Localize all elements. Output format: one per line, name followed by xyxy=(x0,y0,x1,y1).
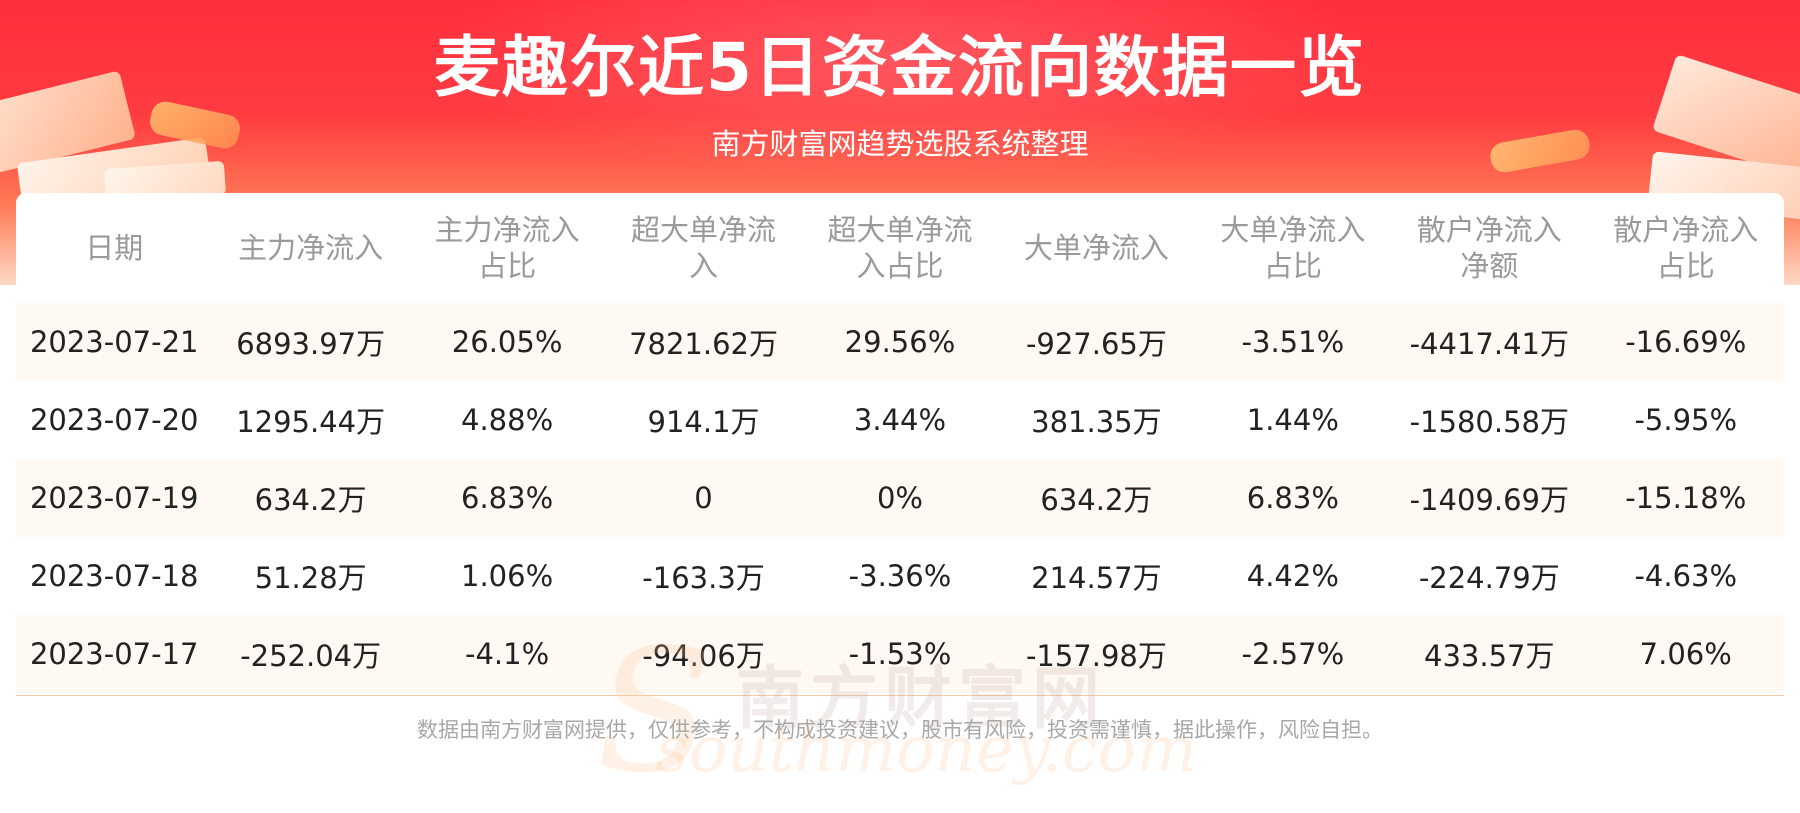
cell-main-net-inflow: 6893.97万 xyxy=(212,303,409,381)
cell-large-net-inflow-ratio: 1.44% xyxy=(1246,403,1339,437)
data-table-card: S 南方财富网 southmoney.com 日期 主力净流入 主力净流入 占比 … xyxy=(16,193,1784,811)
table-row: 2023-07-17 -252.04万 -4.1% -94.06万 -1.53%… xyxy=(16,615,1784,693)
cell-retail-net-inflow: -1580.58万 xyxy=(1409,405,1569,439)
cell-retail-net-inflow: 433.57万 xyxy=(1391,615,1588,693)
cell-date: 2023-07-20 xyxy=(29,403,199,437)
column-header: 日期 xyxy=(85,231,144,265)
cell-super-large-net-inflow: -94.06万 xyxy=(605,615,802,693)
cell-retail-net-inflow-ratio: -4.63% xyxy=(1634,559,1738,593)
cell-super-large-net-inflow: 914.1万 xyxy=(647,405,760,439)
column-header: 大单净流入 占比 xyxy=(1220,213,1366,283)
cell-main-net-inflow: 634.2万 xyxy=(212,459,409,537)
cell-main-net-inflow: 1295.44万 xyxy=(236,405,386,439)
cell-main-net-inflow: -252.04万 xyxy=(212,615,409,693)
cell-retail-net-inflow: -224.79万 xyxy=(1418,561,1560,595)
cell-main-net-inflow-ratio: 4.88% xyxy=(461,403,554,437)
cell-large-net-inflow: -157.98万 xyxy=(998,615,1195,693)
cell-super-large-net-inflow: -163.3万 xyxy=(642,561,765,595)
cell-date: 2023-07-21 xyxy=(16,303,213,381)
cell-large-net-inflow: 634.2万 xyxy=(998,459,1195,537)
cell-date: 2023-07-19 xyxy=(16,459,213,537)
cell-main-net-inflow: 51.28万 xyxy=(254,561,367,595)
cell-main-net-inflow-ratio: 26.05% xyxy=(408,303,606,381)
cell-date: 2023-07-18 xyxy=(29,559,199,593)
cell-retail-net-inflow: -4417.41万 xyxy=(1391,303,1588,381)
column-header: 主力净流入 占比 xyxy=(434,213,580,283)
cell-large-net-inflow-ratio: -2.57% xyxy=(1194,615,1392,693)
cell-super-large-net-inflow-ratio: -3.36% xyxy=(848,559,952,593)
cell-large-net-inflow-ratio: -3.51% xyxy=(1194,303,1392,381)
cell-super-large-net-inflow-ratio: 29.56% xyxy=(801,303,999,381)
column-header: 散户净流入 净额 xyxy=(1416,213,1562,283)
table-row: 2023-07-21 6893.97万 26.05% 7821.62万 29.5… xyxy=(16,303,1784,381)
column-header: 超大单净流入 xyxy=(631,213,777,283)
cell-main-net-inflow-ratio: -4.1% xyxy=(408,615,606,693)
cell-large-net-inflow-ratio: 4.42% xyxy=(1246,559,1339,593)
table-header-row: 日期 主力净流入 主力净流入 占比 超大单净流入 超大单净流 入占比 大单净流入 大… xyxy=(16,193,1784,303)
cell-large-net-inflow: 381.35万 xyxy=(1031,405,1162,439)
column-header: 散户净流入 占比 xyxy=(1613,213,1759,283)
cell-super-large-net-inflow-ratio: 3.44% xyxy=(853,403,947,437)
fund-flow-table: 日期 主力净流入 主力净流入 占比 超大单净流入 超大单净流 入占比 大单净流入 大… xyxy=(16,193,1784,693)
table-row: 2023-07-20 1295.44万 4.88% 914.1万 3.44% 3… xyxy=(16,381,1784,459)
cell-retail-net-inflow-ratio: 7.06% xyxy=(1587,615,1784,693)
cell-super-large-net-inflow-ratio: -1.53% xyxy=(801,615,999,693)
banner-glow xyxy=(420,0,1380,180)
page-subtitle: 南方财富网趋势选股系统整理 xyxy=(711,127,1089,161)
cell-retail-net-inflow-ratio: -15.18% xyxy=(1587,459,1784,537)
cell-super-large-net-inflow-ratio: 0% xyxy=(801,459,999,537)
cell-large-net-inflow: 214.57万 xyxy=(1031,561,1162,595)
column-header: 大单净流入 xyxy=(1023,231,1169,265)
cell-large-net-inflow-ratio: 6.83% xyxy=(1194,459,1392,537)
cell-super-large-net-inflow: 7821.62万 xyxy=(605,303,802,381)
cell-date: 2023-07-17 xyxy=(16,615,213,693)
cell-retail-net-inflow: -1409.69万 xyxy=(1391,459,1588,537)
column-header: 主力净流入 xyxy=(238,231,384,265)
cell-retail-net-inflow-ratio: -16.69% xyxy=(1587,303,1784,381)
table-row: 2023-07-19 634.2万 6.83% 0 0% 634.2万 6.83… xyxy=(16,459,1784,537)
cell-retail-net-inflow-ratio: -5.95% xyxy=(1634,403,1738,437)
table-row: 2023-07-18 51.28万 1.06% -163.3万 -3.36% 2… xyxy=(16,537,1784,615)
cell-main-net-inflow-ratio: 6.83% xyxy=(408,459,606,537)
cell-large-net-inflow: -927.65万 xyxy=(998,303,1195,381)
cell-main-net-inflow-ratio: 1.06% xyxy=(461,559,554,593)
cell-super-large-net-inflow: 0 xyxy=(605,459,802,537)
column-header: 超大单净流 入占比 xyxy=(827,213,973,283)
disclaimer: 数据由南方财富网提供，仅供参考，不构成投资建议，股市有风险，投资需谨慎，据此操作… xyxy=(417,718,1383,742)
page-title: 麦趣尔近5日资金流向数据一览 xyxy=(434,29,1366,106)
